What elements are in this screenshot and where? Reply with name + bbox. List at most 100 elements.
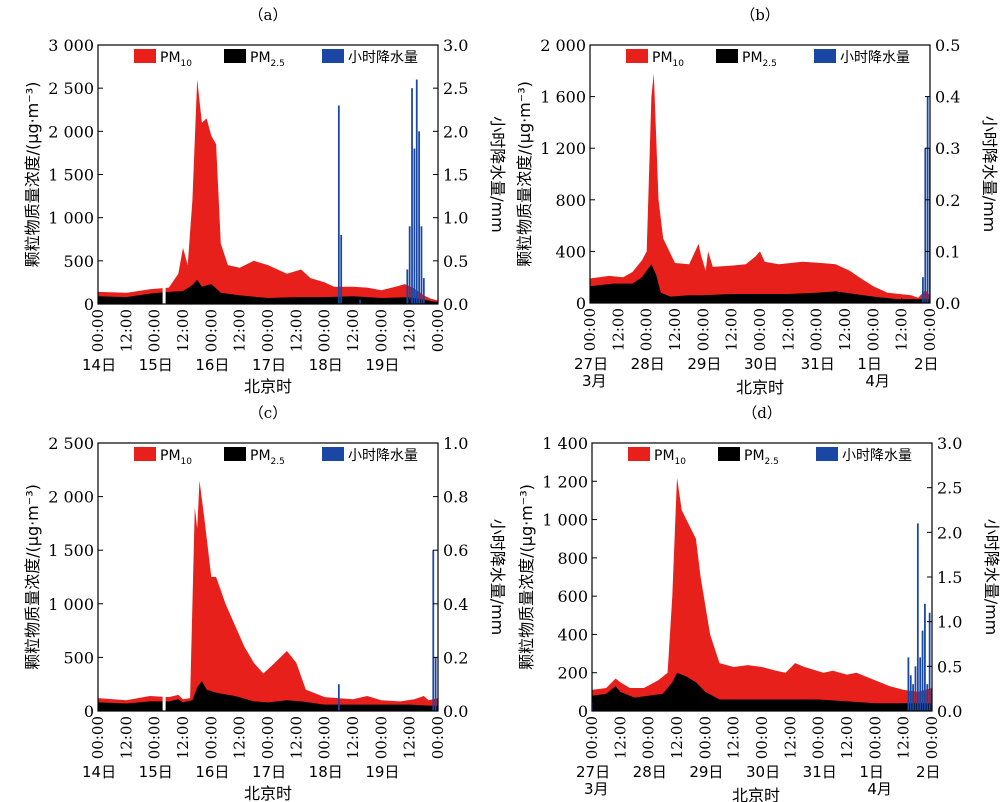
legend: PM10 PM2.5 小时降水量 (628, 447, 912, 467)
legend-swatch-precip (322, 447, 344, 461)
x-tick-label: 12:00 (287, 309, 305, 352)
x-tick-label: 12:00 (344, 309, 362, 352)
day-label: 16日 (195, 356, 229, 374)
legend-swatch-pm10 (134, 49, 156, 63)
x-tick-label: 00:00 (202, 716, 220, 759)
legend-swatch-pm25 (716, 49, 738, 63)
x-tick-label: 12:00 (174, 309, 192, 352)
x-tick-label: 12:00 (895, 716, 913, 759)
day-label: 27日 (576, 763, 610, 781)
panel-label: （d） (742, 404, 782, 422)
y2-tick-label: 0.0 (443, 295, 468, 314)
y2-tick-label: 1.0 (443, 209, 468, 228)
day-label: 28日 (631, 355, 665, 373)
legend-label-precip: 小时降水量 (842, 448, 912, 464)
precip-bar (909, 675, 912, 711)
y2-tick-label: 1.0 (443, 434, 468, 453)
legend-label-precip: 小时降水量 (348, 448, 418, 464)
y-axis-title: 颗粒物质量浓度/(μg·m⁻³) (517, 484, 536, 670)
day-label: 17日 (252, 356, 286, 374)
pm10-area (590, 73, 930, 303)
x-tick-label: 00:00 (89, 309, 107, 352)
precip-bar (916, 523, 919, 711)
x-axis-title: 北京时 (244, 784, 292, 802)
x-tick-label: 00:00 (89, 716, 107, 759)
legend-label-precip: 小时降水量 (348, 50, 418, 66)
y-tick-label: 1 400 (542, 434, 588, 453)
panel-label: （a） (249, 6, 288, 24)
y2-tick-label: 0.5 (935, 36, 960, 55)
x-tick-label: 00:00 (921, 308, 939, 351)
day-label: 14日 (82, 763, 116, 781)
day-label: 16日 (195, 763, 229, 781)
panel-2: （c） 0 500 1 000 1 500 2 000 2 500 0.0 0.2 0.4 0.6 0… (23, 404, 507, 802)
precip-bar (415, 79, 418, 304)
x-tick-label: 00:00 (259, 716, 277, 759)
legend: PM10 PM2.5 小时降水量 (134, 49, 418, 69)
y-axis-title: 颗粒物质量浓度/(μg·m⁻³) (23, 484, 42, 670)
day-label: 18日 (309, 763, 343, 781)
legend-label-pm25: PM2.5 (744, 448, 779, 467)
y-tick-label: 1 000 (542, 511, 588, 530)
precip-bar (912, 684, 914, 711)
y-tick-label: 3 000 (48, 36, 94, 55)
pm25-area (98, 681, 438, 711)
legend-label-pm10: PM10 (160, 50, 192, 69)
y2-tick-label: 1.0 (937, 613, 962, 632)
y-tick-label: 2 000 (48, 122, 94, 141)
y-tick-label: 1 500 (48, 166, 94, 185)
x-tick-label: 00:00 (696, 716, 714, 759)
data-gap (162, 689, 166, 711)
x-tick-label: 00:00 (810, 716, 828, 759)
precip-bar (337, 684, 340, 711)
month-label: 4月 (865, 372, 890, 390)
x-tick-label: 12:00 (779, 308, 797, 351)
x-tick-label: 12:00 (231, 309, 249, 352)
y2-axis-title: 小时降水量/mm (980, 116, 999, 233)
x-tick-label: 12:00 (609, 308, 627, 351)
panel-3: （d） 0 200 400 600 800 1 000 1 200 1 400 0.0 0.5 1.0… (517, 404, 1000, 802)
x-axis-title: 北京时 (244, 377, 292, 396)
y2-tick-label: 3.0 (937, 434, 962, 453)
legend: PM10 PM2.5 小时降水量 (626, 49, 910, 69)
y2-tick-label: 0.4 (443, 595, 468, 614)
legend-label-pm25: PM2.5 (250, 448, 285, 467)
y2-axis-title: 小时降水量/mm (488, 116, 507, 233)
y-tick-label: 2 000 (540, 36, 586, 55)
y-tick-label: 2 500 (48, 79, 94, 98)
legend-label-pm25: PM2.5 (742, 50, 777, 69)
precip-bar (907, 657, 910, 711)
day-label: 19日 (365, 763, 399, 781)
x-tick-label: 00:00 (583, 716, 601, 759)
precip-bar (928, 612, 931, 711)
y-tick-label: 0 (576, 294, 586, 313)
legend-swatch-precip (814, 49, 836, 63)
x-tick-label: 12:00 (838, 716, 856, 759)
y2-tick-label: 2.0 (937, 523, 962, 542)
precip-bar (340, 234, 343, 304)
x-tick-label: 00:00 (316, 309, 334, 352)
day-label: 2日 (914, 355, 939, 373)
precip-bar (418, 131, 420, 304)
x-tick-label: 00:00 (146, 309, 164, 352)
x-tick-label: 12:00 (401, 716, 419, 759)
y2-tick-label: 1.5 (443, 166, 468, 185)
y-tick-label: 800 (557, 549, 588, 568)
pm25-area (98, 279, 438, 304)
day-label: 15日 (139, 356, 173, 374)
legend-swatch-pm10 (628, 447, 650, 461)
y-tick-label: 1 200 (542, 472, 588, 491)
x-tick-label: 12:00 (836, 308, 854, 351)
precip-bar (914, 666, 917, 711)
plot-area (98, 480, 438, 711)
x-tick-label: 12:00 (117, 309, 135, 352)
legend-swatch-pm25 (224, 447, 246, 461)
day-label: 19日 (365, 356, 399, 374)
legend-label-pm10: PM10 (652, 50, 684, 69)
x-axis-title: 北京时 (732, 786, 780, 802)
precip-bar (922, 277, 924, 303)
x-tick-label: 12:00 (117, 716, 135, 759)
y2-axis-title: 小时降水量/mm (982, 519, 1000, 636)
precip-bar (921, 630, 924, 711)
